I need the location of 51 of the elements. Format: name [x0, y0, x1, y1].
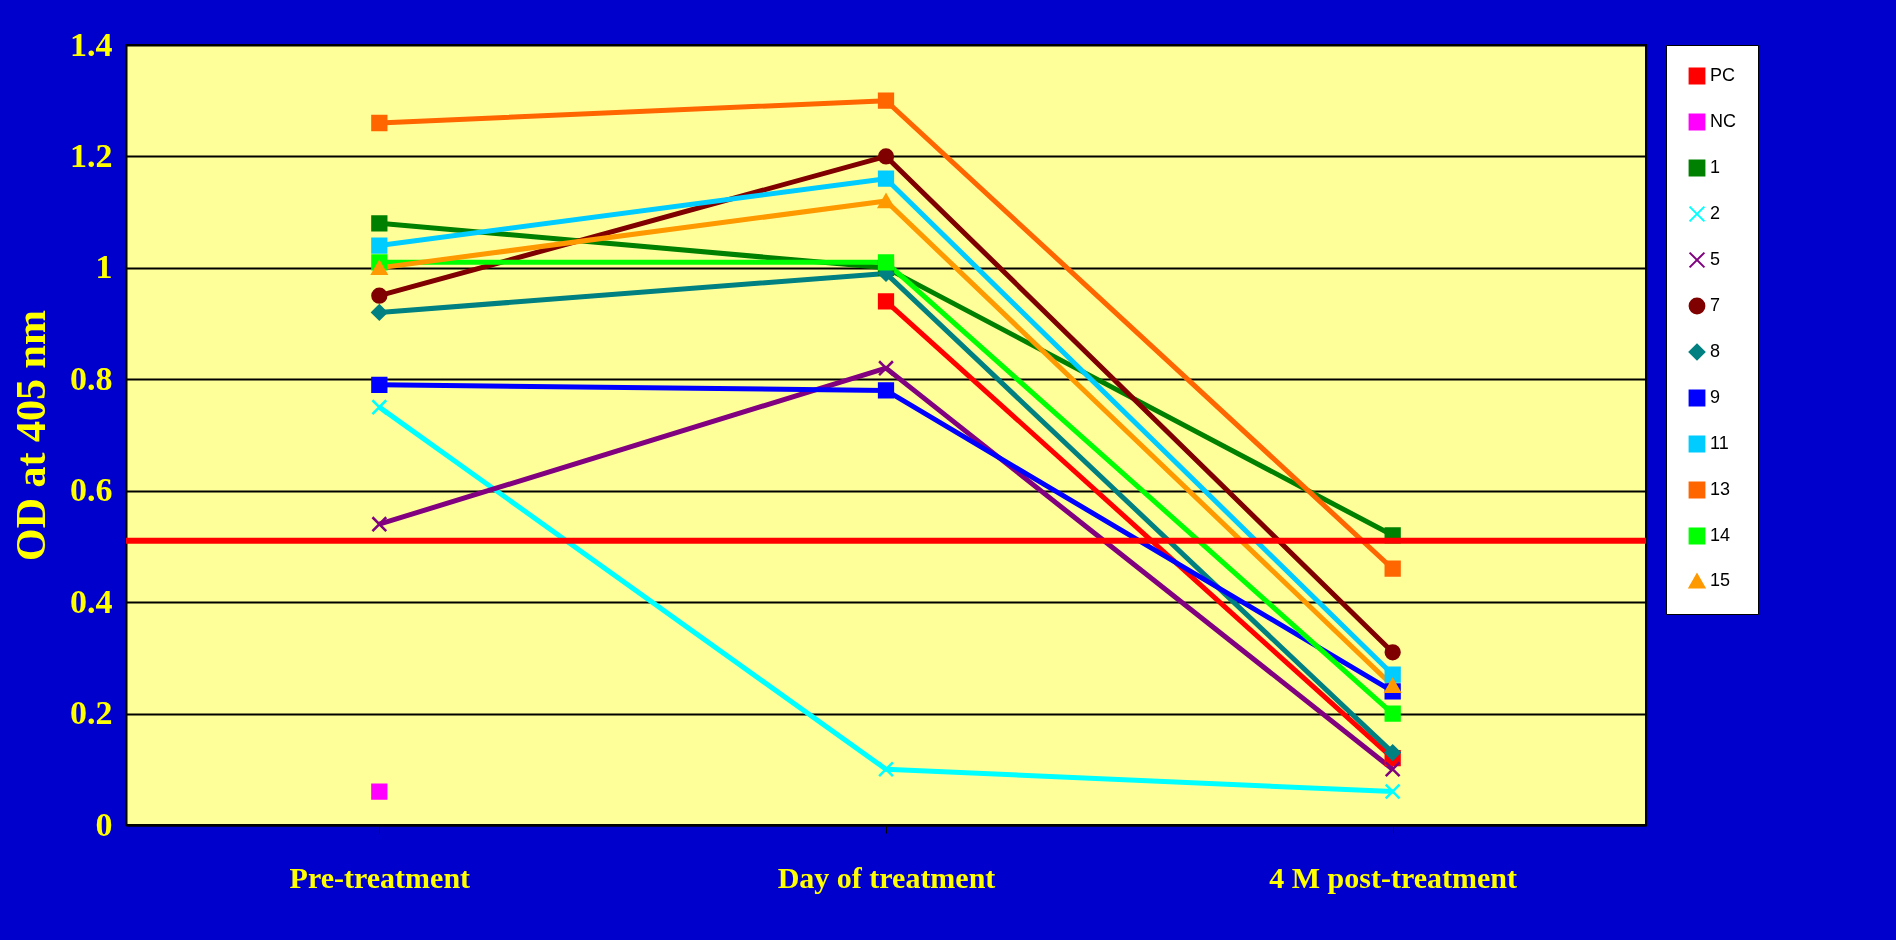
point — [371, 376, 388, 393]
point — [371, 304, 388, 321]
point — [877, 360, 895, 377]
point — [1384, 666, 1401, 683]
legend-label: 8 — [1710, 341, 1721, 361]
point — [1384, 705, 1401, 722]
legend-label: 7 — [1710, 295, 1721, 315]
point — [877, 761, 895, 778]
point — [371, 114, 388, 132]
legend-label: 5 — [1710, 249, 1721, 269]
y-tick-label: 0 — [95, 805, 113, 843]
point — [371, 215, 388, 232]
point — [877, 293, 895, 310]
legend-label: NC — [1710, 111, 1736, 131]
legend-label: PC — [1710, 65, 1736, 85]
point — [371, 783, 388, 800]
legend-label: 2 — [1710, 203, 1721, 223]
point — [371, 260, 388, 276]
y-tick-label: 1.4 — [70, 25, 113, 63]
point — [1384, 560, 1401, 577]
point — [371, 287, 388, 304]
legend-label: 13 — [1710, 479, 1731, 499]
legend-label: 11 — [1710, 433, 1729, 453]
legend-label: 14 — [1710, 525, 1731, 545]
legend-label: 9 — [1710, 387, 1721, 407]
point — [877, 254, 895, 271]
point — [877, 382, 895, 399]
point — [371, 399, 388, 416]
point — [1384, 761, 1401, 778]
point — [1384, 644, 1401, 661]
y-tick-label: 0.6 — [70, 471, 113, 509]
y-tick-label: 0.4 — [70, 582, 113, 620]
point — [371, 516, 388, 533]
point — [877, 193, 895, 209]
point — [1384, 783, 1401, 800]
point — [1384, 678, 1401, 693]
y-axis-title: OD at 405 nm — [8, 310, 54, 561]
point — [877, 170, 895, 187]
y-tick-label: 1 — [95, 248, 113, 286]
point — [877, 148, 895, 165]
y-tick-label: 0.8 — [70, 359, 113, 397]
point — [371, 237, 388, 254]
y-tick-label: 1.2 — [70, 136, 113, 174]
point — [877, 92, 895, 109]
y-tick-label: 0.2 — [70, 694, 113, 732]
legend-label: 1 — [1710, 157, 1721, 177]
x-tick-label: Day of treatment — [777, 860, 996, 894]
legend-label: 15 — [1710, 570, 1731, 590]
x-tick-label: 4 M post-treatment — [1269, 860, 1518, 894]
point — [1384, 744, 1401, 761]
x-tick-label: Pre-treatment — [289, 860, 471, 894]
